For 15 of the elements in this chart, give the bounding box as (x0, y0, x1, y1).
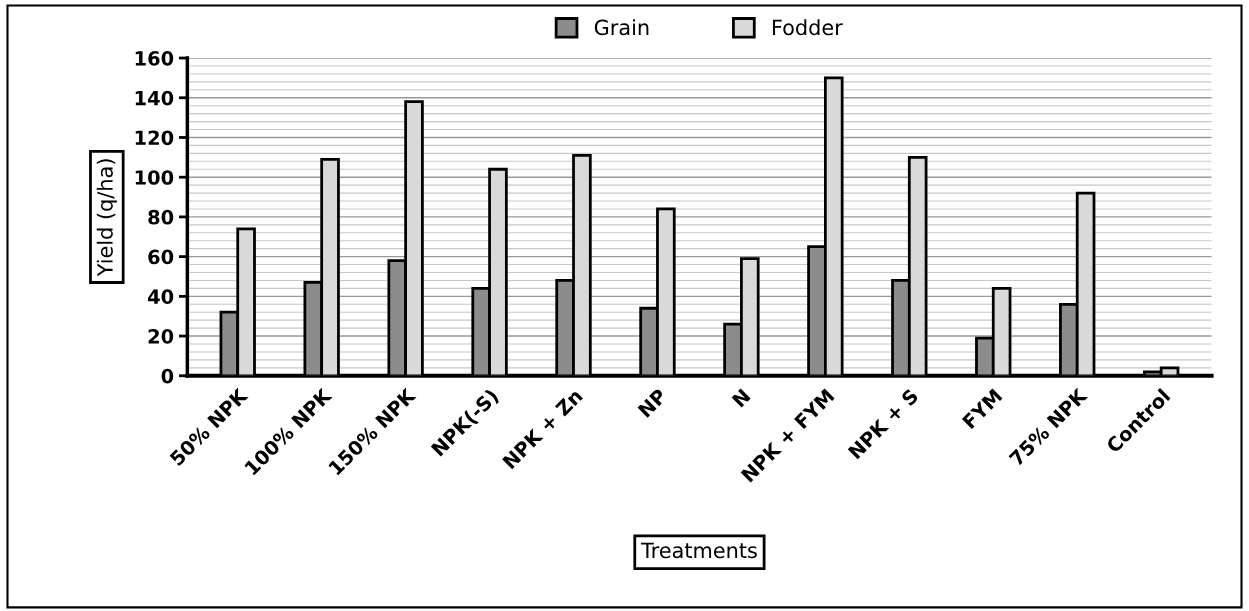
legend-label: Fodder (772, 19, 843, 36)
y-tick-label: 160 (135, 51, 174, 66)
x-tick-label: NP (637, 387, 668, 418)
y-tick-label: 40 (147, 289, 174, 304)
x-axis-title: Treatments (640, 542, 757, 559)
y-tick-label: 80 (148, 209, 174, 225)
y-tick-label: 100 (135, 170, 174, 185)
y-tick-label: 20 (148, 329, 174, 344)
y-tick-label: 60 (148, 249, 174, 265)
x-tick-label: N (731, 388, 751, 408)
legend-label: Grain (594, 19, 649, 36)
y-tick-label: 0 (161, 368, 174, 384)
y-tick-label: 140 (135, 90, 174, 106)
y-tick-label: 120 (135, 130, 174, 146)
y-axis-title: Yield (q/ha) (96, 159, 117, 277)
